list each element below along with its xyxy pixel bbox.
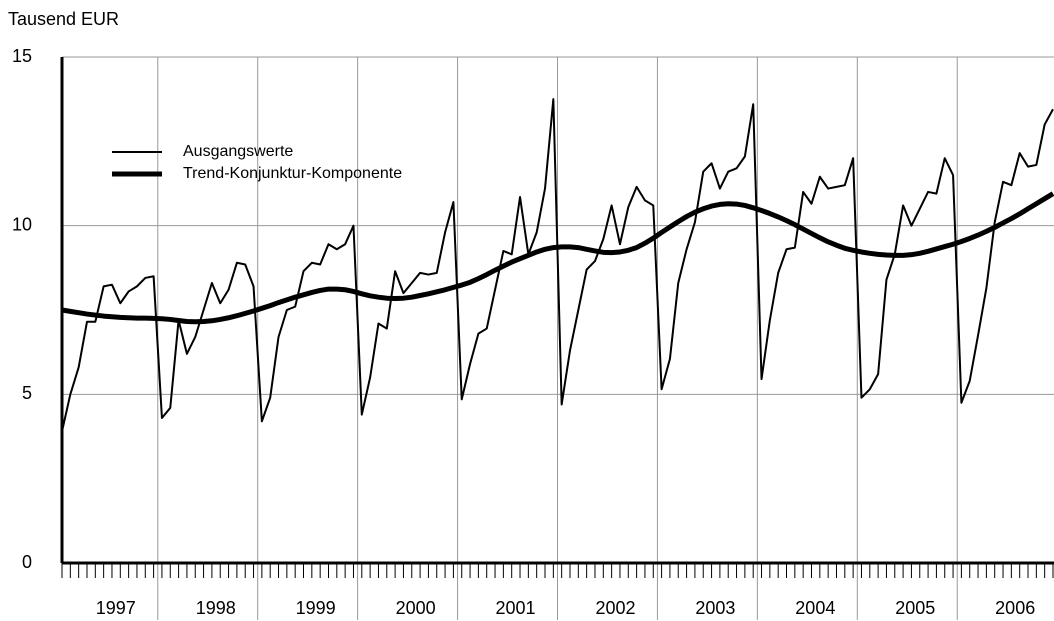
x-tick-label: 2006 <box>995 598 1035 618</box>
x-tick-label: 2000 <box>396 598 436 618</box>
x-tick-label: 2005 <box>895 598 935 618</box>
series-line <box>61 191 1054 325</box>
x-tick-label: 2001 <box>496 598 536 618</box>
x-tick-label: 2002 <box>595 598 635 618</box>
series-line <box>61 98 1054 432</box>
legend-label: Trend-Konjunktur-Komponente <box>183 165 402 182</box>
legend-label: Ausgangswerte <box>183 143 293 160</box>
x-tick-label: 1998 <box>196 598 236 618</box>
y-tick-label: 5 <box>22 383 32 403</box>
y-tick-label: 15 <box>12 46 32 66</box>
y-tick-label: 0 <box>22 552 32 572</box>
y-axis-label: Tausend EUR <box>8 9 119 29</box>
x-tick-label: 2004 <box>795 598 835 618</box>
x-tick-label: 2003 <box>695 598 735 618</box>
y-tick-label: 10 <box>12 214 32 234</box>
x-tick-label: 1997 <box>96 598 136 618</box>
x-tick-label: 1999 <box>296 598 336 618</box>
